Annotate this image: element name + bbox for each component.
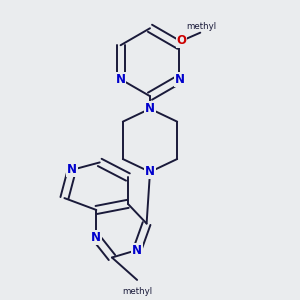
- Text: N: N: [91, 231, 101, 244]
- Text: methyl: methyl: [186, 22, 216, 31]
- Text: N: N: [67, 164, 77, 176]
- Text: N: N: [174, 73, 184, 86]
- Text: N: N: [145, 165, 155, 178]
- Text: N: N: [132, 244, 142, 256]
- Text: O: O: [177, 34, 187, 47]
- Text: methyl: methyl: [122, 287, 152, 296]
- Text: N: N: [116, 73, 126, 86]
- Text: N: N: [145, 102, 155, 115]
